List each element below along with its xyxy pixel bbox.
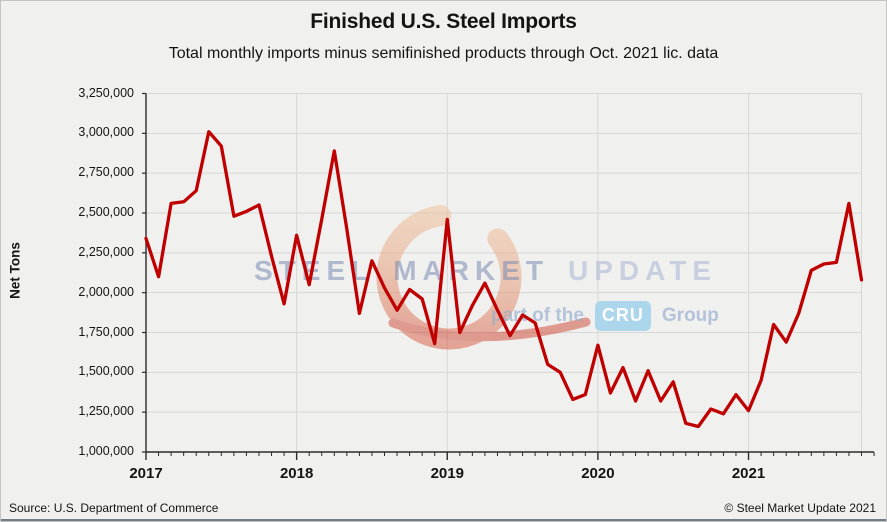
y-axis-tick-label: 3,250,000 [78,85,134,100]
y-axis-title: Net Tons [7,242,23,299]
y-axis-tick-label: 1,750,000 [78,324,134,339]
y-axis-tick-label: 1,250,000 [78,404,134,419]
window-bottom-edge [1,519,886,521]
y-axis-tick-label: 2,750,000 [78,165,134,180]
x-axis-tick-label: 2021 [731,465,766,482]
chart-title: Finished U.S. Steel Imports [310,10,577,33]
y-axis-tick-label: 1,500,000 [78,364,134,379]
y-axis-tick-label: 2,500,000 [78,205,134,219]
x-axis-tick-label: 2017 [129,465,163,482]
chart-subtitle: Total monthly imports minus semifinished… [168,45,719,62]
x-axis-tick-label: 2018 [279,465,314,482]
y-axis-tick-label: 3,000,000 [78,125,134,140]
y-axis-tick-label: 2,250,000 [78,244,134,259]
x-axis-tick-label: 2019 [430,465,464,482]
source-note: Source: U.S. Department of Commerce [9,501,219,515]
watermark-crescent-icon [376,204,591,350]
y-axis-tick-label: 1,000,000 [78,444,134,458]
y-axis-tick-label: 2,000,000 [78,284,134,299]
x-axis-tick-label: 2020 [581,465,615,482]
copyright-note: © Steel Market Update 2021 [724,501,876,515]
